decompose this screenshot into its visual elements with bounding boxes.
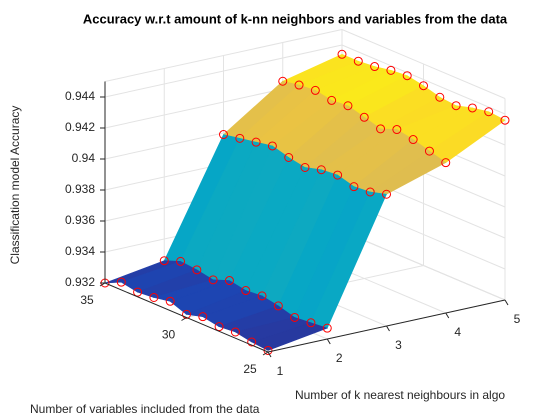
x-tick [504,299,509,306]
data-point [500,115,510,125]
data-point [484,107,494,117]
data-point [424,146,434,156]
data-point [441,158,451,168]
x-tick [445,312,450,319]
data-point [327,95,337,105]
data-point [214,322,224,332]
data-point [349,182,359,192]
data-point [284,153,294,162]
data-point [386,65,396,75]
data-point [257,291,267,301]
z-tick-label: 0.94 [72,151,96,165]
data-point [451,101,461,111]
data-point [376,124,386,134]
z-axis-label: Classification model Accuracy [8,106,22,265]
data-point [408,135,418,145]
data-point [182,309,191,319]
x-tick-label: 2 [336,351,343,365]
data-point [402,71,412,81]
y-tick [181,317,187,321]
data-point [251,137,261,147]
data-point [198,312,208,322]
x-tick [386,325,390,332]
y-tick [262,351,269,356]
data-point [230,327,240,337]
z-tick-label: 0.942 [65,120,95,134]
surface-face [250,322,329,351]
data-point [365,187,375,197]
data-point [208,275,218,285]
data-point [224,276,234,286]
data-point [290,312,300,322]
x-tick-label: 5 [514,312,521,326]
y-axis-label: Number of variables included from the da… [30,402,260,416]
z-tick-label: 0.932 [65,275,95,289]
y-tick-label: 35 [80,293,94,307]
data-point [353,56,363,66]
z-tick-label: 0.938 [65,182,95,196]
data-point [219,130,228,140]
x-tick [326,338,331,345]
data-point [149,293,159,302]
data-point [316,165,326,175]
data-point [241,286,251,296]
data-point [392,125,402,135]
data-point [133,287,143,297]
data-point [165,296,175,306]
data-point [467,103,477,113]
z-tick-label: 0.944 [65,89,95,103]
data-point [306,318,316,328]
y-tick-label: 25 [243,362,257,376]
data-point [370,62,380,72]
data-point [359,112,369,122]
data-point [343,101,353,111]
x-tick [267,351,272,358]
data-point [419,81,428,91]
x-tick-label: 4 [454,325,461,339]
data-point [294,80,304,90]
data-point [273,301,283,311]
x-tick-label: 3 [395,338,402,352]
chart-title: Accuracy w.r.t amount of k-nn neighbors … [83,11,508,26]
data-point [333,170,343,180]
data-point [278,76,288,86]
y-tick-label: 30 [162,328,176,342]
data-point [116,277,126,287]
data-point [310,85,320,95]
data-point [267,141,277,151]
z-tick-label: 0.936 [65,213,95,227]
data-point [192,265,202,275]
data-point [300,163,310,172]
data-point [235,133,245,143]
x-axis-label: Number of k nearest neighbours in algo [295,388,505,402]
data-point [176,256,186,266]
data-point [247,337,257,347]
data-point [322,323,332,333]
data-point [159,256,169,266]
data-point [382,189,391,199]
data-point [435,92,445,102]
x-tick-label: 1 [277,364,284,378]
data-point [337,49,347,59]
z-tick-label: 0.934 [65,244,95,258]
